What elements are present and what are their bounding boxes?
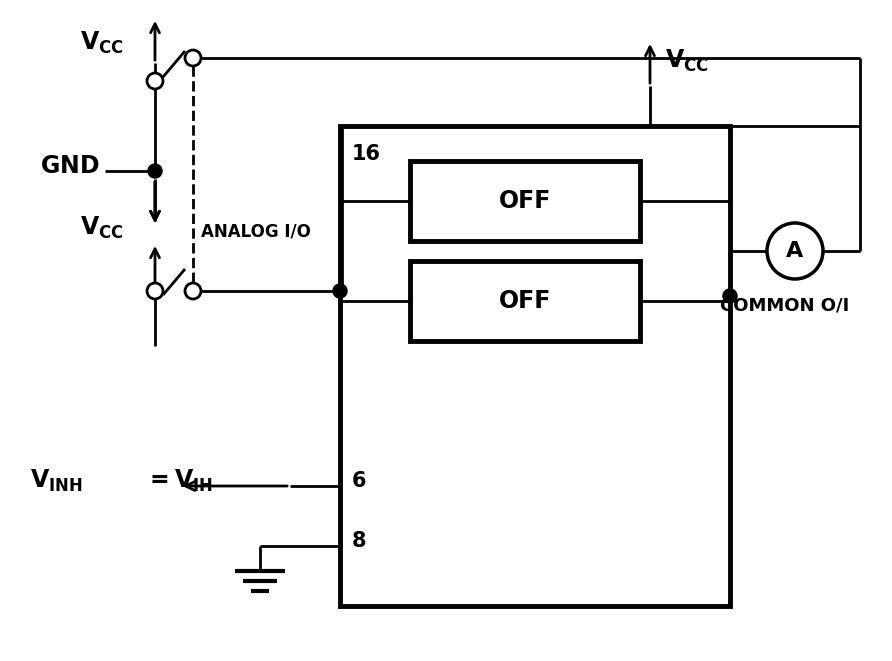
Circle shape [147, 283, 163, 299]
Circle shape [147, 73, 163, 89]
Circle shape [723, 289, 737, 303]
Text: $\mathbf{V_{CC}}$: $\mathbf{V_{CC}}$ [80, 215, 124, 241]
Circle shape [185, 50, 201, 66]
Circle shape [185, 283, 201, 299]
Text: OFF: OFF [499, 289, 551, 313]
Text: $\mathbf{GND}$: $\mathbf{GND}$ [40, 154, 100, 178]
Text: 16: 16 [352, 144, 381, 164]
Bar [410, 161, 640, 241]
Text: A: A [787, 241, 804, 261]
Circle shape [333, 284, 347, 298]
Text: 6: 6 [352, 471, 367, 491]
Text: COMMON O/I: COMMON O/I [720, 297, 849, 315]
Text: $\mathbf{= V_{IH}}$: $\mathbf{= V_{IH}}$ [145, 468, 213, 494]
Text: 8: 8 [352, 531, 367, 551]
Text: ANALOG I/O: ANALOG I/O [201, 222, 311, 240]
Bar [410, 261, 640, 341]
Bar [340, 126, 730, 606]
Text: $\mathbf{V_{CC}}$: $\mathbf{V_{CC}}$ [80, 30, 124, 56]
Text: $\mathbf{V_{INH}}$: $\mathbf{V_{INH}}$ [30, 468, 82, 494]
Circle shape [767, 223, 823, 279]
Text: OFF: OFF [499, 189, 551, 213]
Circle shape [148, 164, 162, 178]
Text: $\mathbf{V_{CC}}$: $\mathbf{V_{CC}}$ [665, 48, 709, 74]
